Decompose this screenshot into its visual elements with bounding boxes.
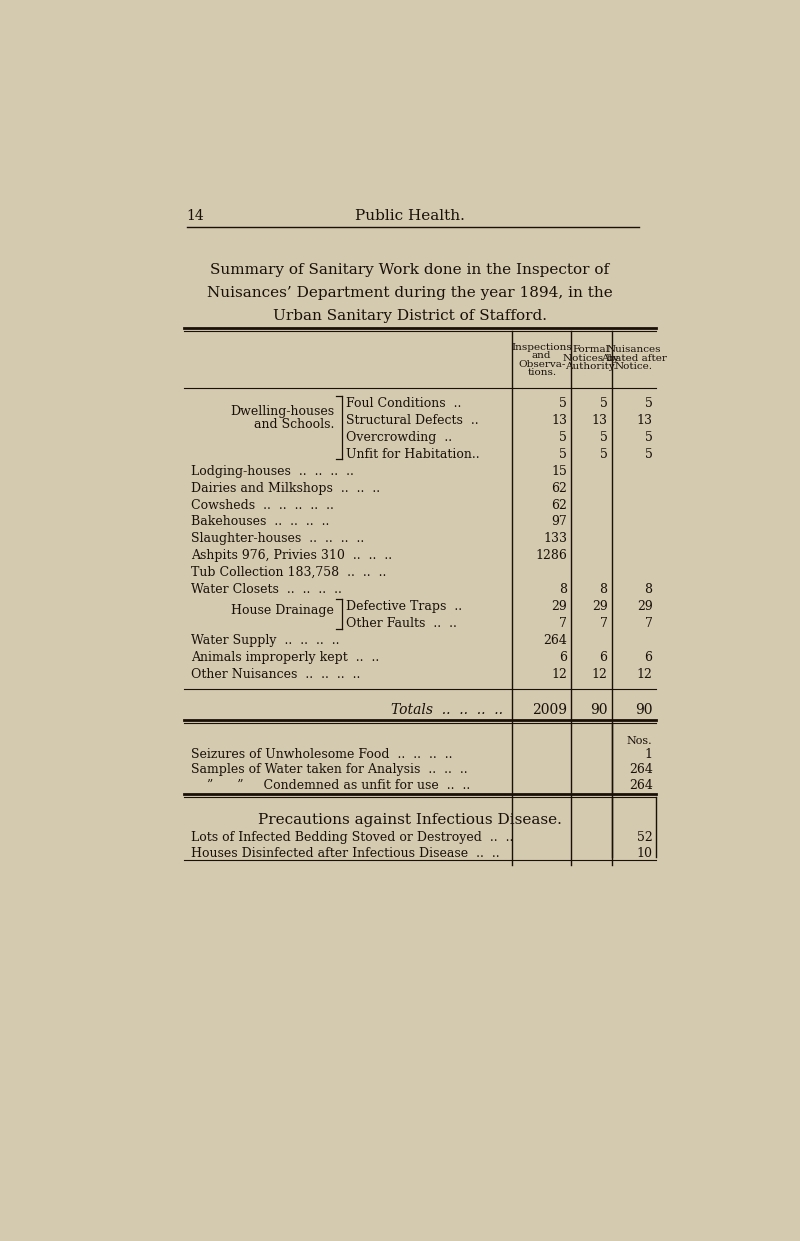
Text: Dairies and Milkshops  ..  ..  ..: Dairies and Milkshops .. .. .. (191, 482, 381, 495)
Text: 264: 264 (629, 779, 653, 792)
Text: Water Supply  ..  ..  ..  ..: Water Supply .. .. .. .. (191, 634, 340, 647)
Text: House Drainage: House Drainage (231, 604, 334, 617)
Text: 29: 29 (592, 601, 608, 613)
Text: 12: 12 (592, 668, 608, 681)
Text: Other Nuisances  ..  ..  ..  ..: Other Nuisances .. .. .. .. (191, 668, 361, 681)
Text: 13: 13 (637, 413, 653, 427)
Text: Urban Sanitary District of Stafford.: Urban Sanitary District of Stafford. (273, 309, 547, 323)
Text: Abated after: Abated after (601, 354, 667, 362)
Text: and Schools.: and Schools. (254, 418, 334, 431)
Text: 62: 62 (551, 499, 567, 511)
Text: Observa-: Observa- (518, 360, 566, 369)
Text: 13: 13 (592, 413, 608, 427)
Text: Formal: Formal (573, 345, 610, 354)
Text: 133: 133 (543, 532, 567, 545)
Text: 52: 52 (637, 831, 653, 844)
Text: Ashpits 976, Privies 310  ..  ..  ..: Ashpits 976, Privies 310 .. .. .. (191, 550, 393, 562)
Text: 264: 264 (629, 763, 653, 777)
Text: Nuisances’ Department during the year 1894, in the: Nuisances’ Department during the year 18… (207, 285, 613, 300)
Text: Summary of Sanitary Work done in the Inspector of: Summary of Sanitary Work done in the Ins… (210, 263, 610, 277)
Text: Houses Disinfected after Infectious Disease  ..  ..: Houses Disinfected after Infectious Dise… (191, 846, 500, 860)
Text: 5: 5 (559, 448, 567, 460)
Text: 5: 5 (600, 397, 608, 410)
Text: Overcrowding  ..: Overcrowding .. (346, 431, 453, 444)
Text: Public Health.: Public Health. (355, 208, 465, 223)
Text: Bakehouses  ..  ..  ..  ..: Bakehouses .. .. .. .. (191, 515, 330, 529)
Text: 62: 62 (551, 482, 567, 495)
Text: 13: 13 (551, 413, 567, 427)
Text: Dwelling-houses: Dwelling-houses (230, 406, 334, 418)
Text: Seizures of Unwholesome Food  ..  ..  ..  ..: Seizures of Unwholesome Food .. .. .. .. (191, 748, 453, 761)
Text: 12: 12 (551, 668, 567, 681)
Text: 5: 5 (559, 431, 567, 444)
Text: Tub Collection 183,758  ..  ..  ..: Tub Collection 183,758 .. .. .. (191, 566, 387, 580)
Text: 29: 29 (637, 601, 653, 613)
Text: Lodging-houses  ..  ..  ..  ..: Lodging-houses .. .. .. .. (191, 464, 354, 478)
Text: Defective Traps  ..: Defective Traps .. (346, 601, 462, 613)
Text: 5: 5 (645, 431, 653, 444)
Text: 5: 5 (600, 448, 608, 460)
Text: Cowsheds  ..  ..  ..  ..  ..: Cowsheds .. .. .. .. .. (191, 499, 334, 511)
Text: Notices by: Notices by (563, 354, 619, 362)
Text: Samples of Water taken for Analysis  ..  ..  ..: Samples of Water taken for Analysis .. .… (191, 763, 468, 777)
Text: 7: 7 (600, 617, 608, 630)
Text: Animals improperly kept  ..  ..: Animals improperly kept .. .. (191, 652, 380, 664)
Text: tions.: tions. (527, 369, 556, 377)
Text: 6: 6 (600, 652, 608, 664)
Text: 14: 14 (187, 208, 205, 223)
Text: 7: 7 (645, 617, 653, 630)
Text: Nuisances: Nuisances (606, 345, 662, 354)
Text: 90: 90 (635, 704, 653, 717)
Text: 1286: 1286 (535, 550, 567, 562)
Text: 264: 264 (543, 634, 567, 647)
Text: Totals  ..  ..  ..  ..: Totals .. .. .. .. (391, 704, 503, 717)
Text: 8: 8 (559, 583, 567, 596)
Text: Lots of Infected Bedding Stoved or Destroyed  ..  ..: Lots of Infected Bedding Stoved or Destr… (191, 831, 514, 844)
Text: 90: 90 (590, 704, 608, 717)
Text: 6: 6 (559, 652, 567, 664)
Text: 97: 97 (551, 515, 567, 529)
Text: Other Faults  ..  ..: Other Faults .. .. (346, 617, 458, 630)
Text: 7: 7 (559, 617, 567, 630)
Text: 12: 12 (637, 668, 653, 681)
Text: 2009: 2009 (532, 704, 567, 717)
Text: Notice.: Notice. (615, 362, 653, 371)
Text: and: and (532, 351, 551, 360)
Text: 5: 5 (645, 397, 653, 410)
Text: Slaughter-houses  ..  ..  ..  ..: Slaughter-houses .. .. .. .. (191, 532, 365, 545)
Text: 10: 10 (637, 846, 653, 860)
Text: 15: 15 (551, 464, 567, 478)
Text: Foul Conditions  ..: Foul Conditions .. (346, 397, 462, 410)
Text: Nos.: Nos. (627, 736, 653, 746)
Text: 1: 1 (645, 748, 653, 761)
Text: Precautions against Infectious Disease.: Precautions against Infectious Disease. (258, 813, 562, 827)
Text: Inspections: Inspections (511, 343, 572, 352)
Text: 8: 8 (600, 583, 608, 596)
Text: 8: 8 (645, 583, 653, 596)
Text: 6: 6 (645, 652, 653, 664)
Text: ”      ”     Condemned as unfit for use  ..  ..: ” ” Condemned as unfit for use .. .. (207, 779, 470, 792)
Text: 29: 29 (551, 601, 567, 613)
Text: Authority.: Authority. (566, 362, 617, 371)
Text: Structural Defects  ..: Structural Defects .. (346, 413, 479, 427)
Text: Unfit for Habitation..: Unfit for Habitation.. (346, 448, 480, 460)
Text: Water Closets  ..  ..  ..  ..: Water Closets .. .. .. .. (191, 583, 342, 596)
Text: 5: 5 (559, 397, 567, 410)
Text: 5: 5 (645, 448, 653, 460)
Text: 5: 5 (600, 431, 608, 444)
